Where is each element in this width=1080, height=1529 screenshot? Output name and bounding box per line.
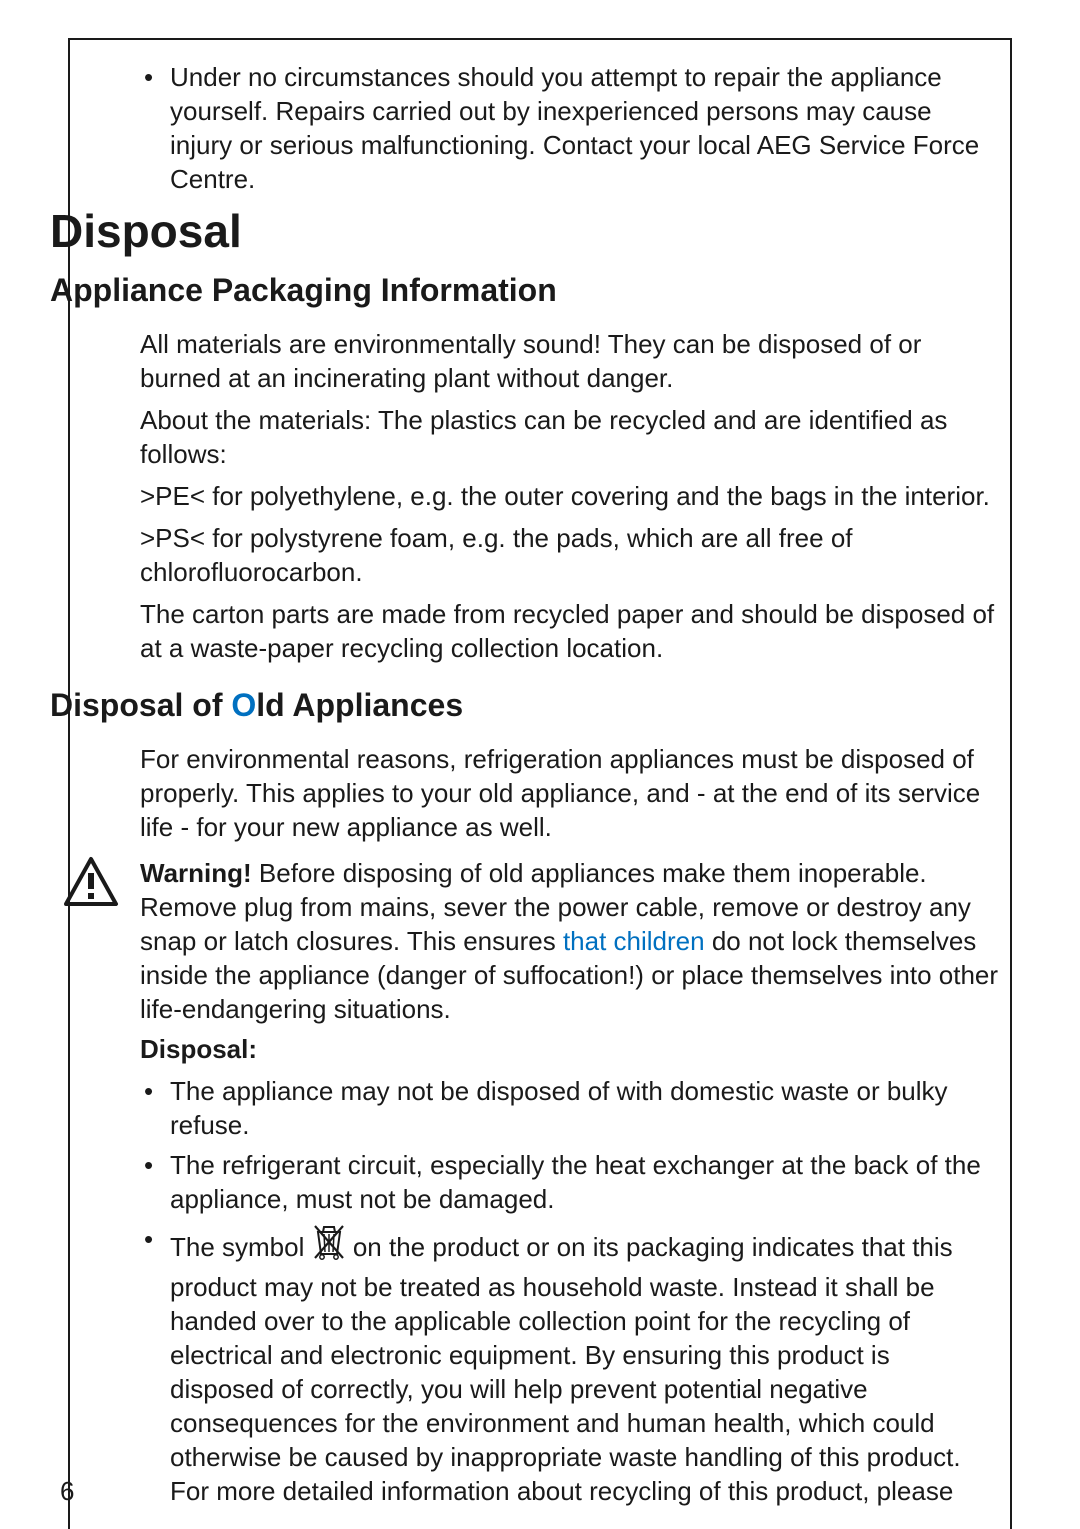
disposal-b1: • The appliance may not be disposed of w… <box>140 1074 1000 1142</box>
warning-text: Warning! Before disposing of old applian… <box>140 856 1000 1026</box>
warning-icon-col <box>62 856 140 1026</box>
disposal-b3-pre: The symbol <box>170 1232 312 1262</box>
heading-old-pre: Disposal of <box>50 687 231 723</box>
warning-highlight: that children <box>563 926 705 956</box>
page-content: • Under no circumstances should you atte… <box>100 60 1000 1514</box>
intro-bullet-text: Under no circumstances should you attemp… <box>170 60 1000 196</box>
heading-old-post: ld Appliances <box>256 687 463 723</box>
sec2-p1: For environmental reasons, refrigeration… <box>140 742 1000 844</box>
warning-bold: Warning! <box>140 858 252 888</box>
warning-block: Warning! Before disposing of old applian… <box>62 856 1000 1026</box>
bullet-dot: • <box>140 1074 170 1142</box>
weee-icon <box>312 1222 346 1270</box>
disposal-b3: • The symbol on th <box>140 1222 1000 1508</box>
heading-old-appliances: Disposal of Old Appliances <box>50 687 1000 724</box>
sec1-p4: >PS< for polystyrene foam, e.g. the pads… <box>140 521 1000 589</box>
disposal-b1-text: The appliance may not be disposed of wit… <box>170 1074 1000 1142</box>
disposal-b3-text: The symbol on the product or on i <box>170 1222 1000 1508</box>
heading-packaging: Appliance Packaging Information <box>50 272 1000 309</box>
heading-disposal: Disposal <box>50 204 1000 258</box>
sec1-p3: >PE< for polyethylene, e.g. the outer co… <box>140 479 1000 513</box>
disposal-list: • The appliance may not be disposed of w… <box>140 1074 1000 1508</box>
heading-old-highlight: O <box>231 687 256 723</box>
disposal-b3-post: on the product or on its packaging indic… <box>170 1232 961 1506</box>
bullet-dot: • <box>140 1148 170 1216</box>
sec1-p5: The carton parts are made from recycled … <box>140 597 1000 665</box>
disposal-label: Disposal: <box>140 1032 1000 1066</box>
bullet-dot: • <box>140 60 170 196</box>
sec1-p1: All materials are environmentally sound!… <box>140 327 1000 395</box>
warning-icon <box>62 856 120 908</box>
intro-bullet: • Under no circumstances should you atte… <box>140 60 1000 196</box>
disposal-b2: • The refrigerant circuit, especially th… <box>140 1148 1000 1216</box>
page-number: 6 <box>60 1476 74 1507</box>
disposal-b2-text: The refrigerant circuit, especially the … <box>170 1148 1000 1216</box>
sec1-p2: About the materials: The plastics can be… <box>140 403 1000 471</box>
bullet-dot: • <box>140 1222 170 1508</box>
